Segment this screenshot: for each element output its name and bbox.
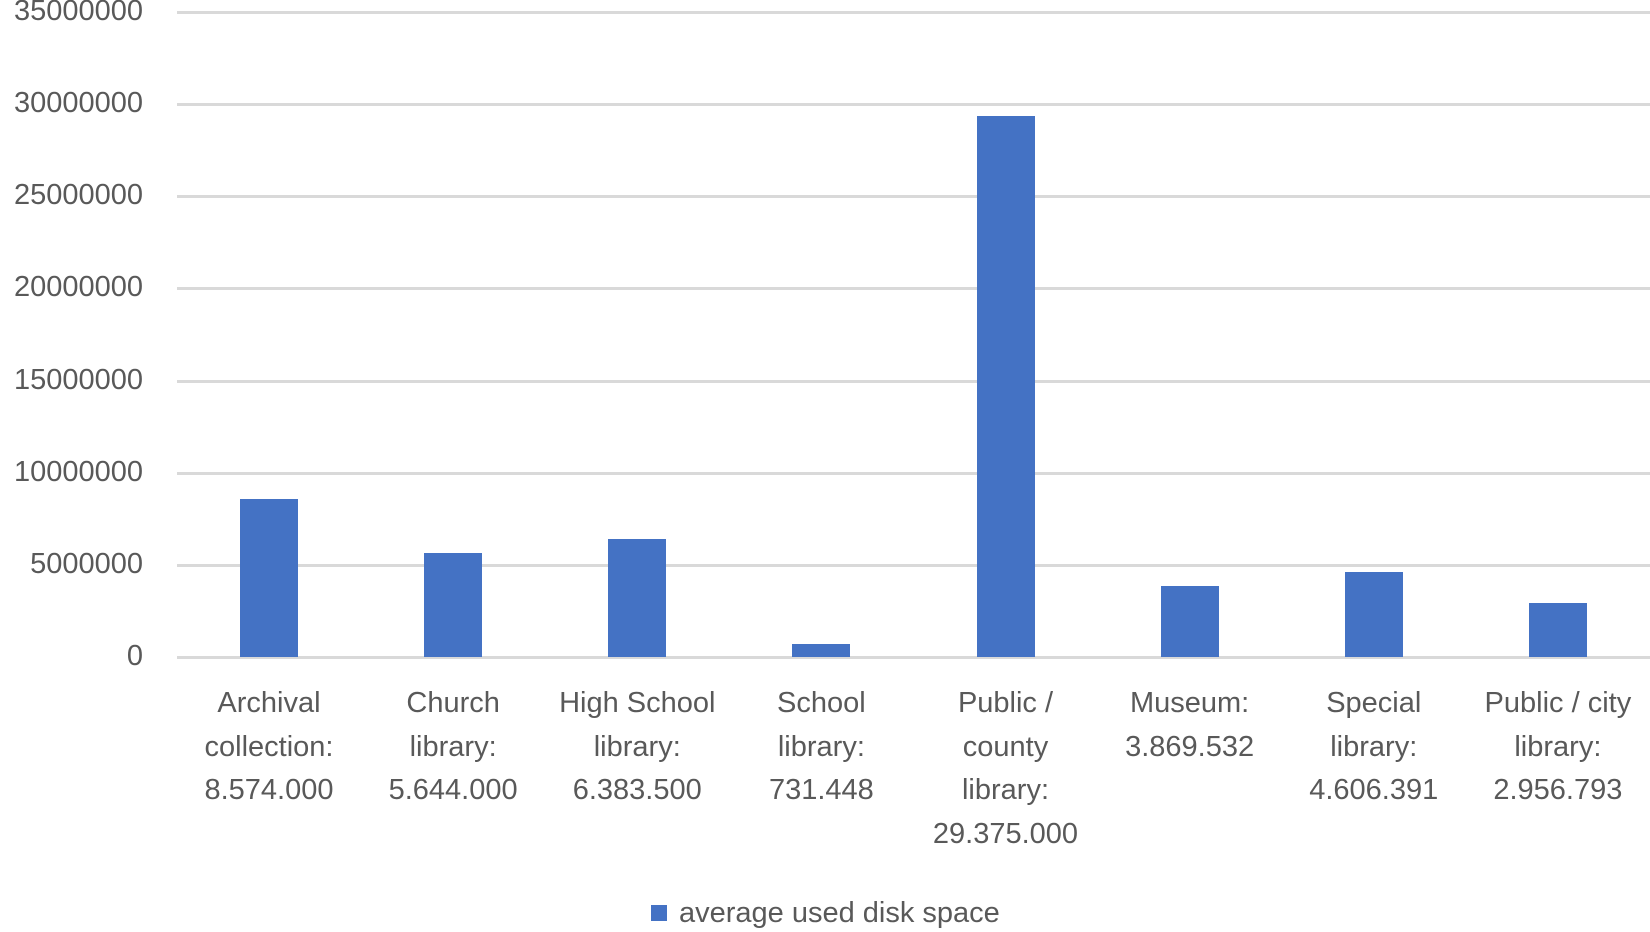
- y-tick-label: 20000000: [13, 271, 143, 304]
- x-tick-label: Archival collection: 8.574.000: [204, 687, 334, 806]
- x-tick-label: Church library: 5.644.000: [388, 687, 518, 806]
- x-tick-label: Public / city library: 2.956.793: [1484, 687, 1632, 806]
- legend-swatch-icon: [651, 905, 667, 921]
- y-tick-label: 35000000: [13, 0, 143, 27]
- gridline: [177, 103, 1650, 107]
- y-tick-label: 15000000: [13, 363, 143, 396]
- gridline: [177, 656, 1650, 659]
- bar[interactable]: [1344, 572, 1403, 657]
- bar[interactable]: [976, 115, 1035, 657]
- y-tick-label: 30000000: [13, 87, 143, 120]
- y-tick-label: 0: [126, 640, 143, 672]
- gridline: [177, 11, 1650, 14]
- bar[interactable]: [608, 539, 667, 657]
- x-tick-label: Special library: 4.606.391: [1309, 687, 1439, 806]
- gridline: [177, 195, 1650, 199]
- x-tick-label: Museum: 3.869.532: [1125, 687, 1255, 763]
- x-tick-label: School library: 731.448: [768, 687, 874, 806]
- x-tick-label: High School library: 6.383.500: [559, 687, 716, 806]
- bar[interactable]: [424, 552, 483, 657]
- gridline: [177, 379, 1650, 383]
- x-tick-label: Public / county library: 29.375.000: [932, 687, 1079, 850]
- y-tick-label: 5000000: [30, 547, 143, 580]
- legend: average used disk space: [651, 896, 1000, 929]
- y-tick-label: 10000000: [13, 455, 143, 488]
- bar[interactable]: [240, 498, 299, 657]
- y-tick-label: 25000000: [13, 179, 143, 212]
- gridline: [177, 287, 1650, 291]
- gridline: [177, 563, 1650, 567]
- gridline: [177, 471, 1650, 475]
- bar[interactable]: [1160, 585, 1219, 657]
- bar[interactable]: [792, 643, 851, 657]
- legend-label: average used disk space: [679, 896, 1000, 929]
- bar[interactable]: [1528, 602, 1587, 657]
